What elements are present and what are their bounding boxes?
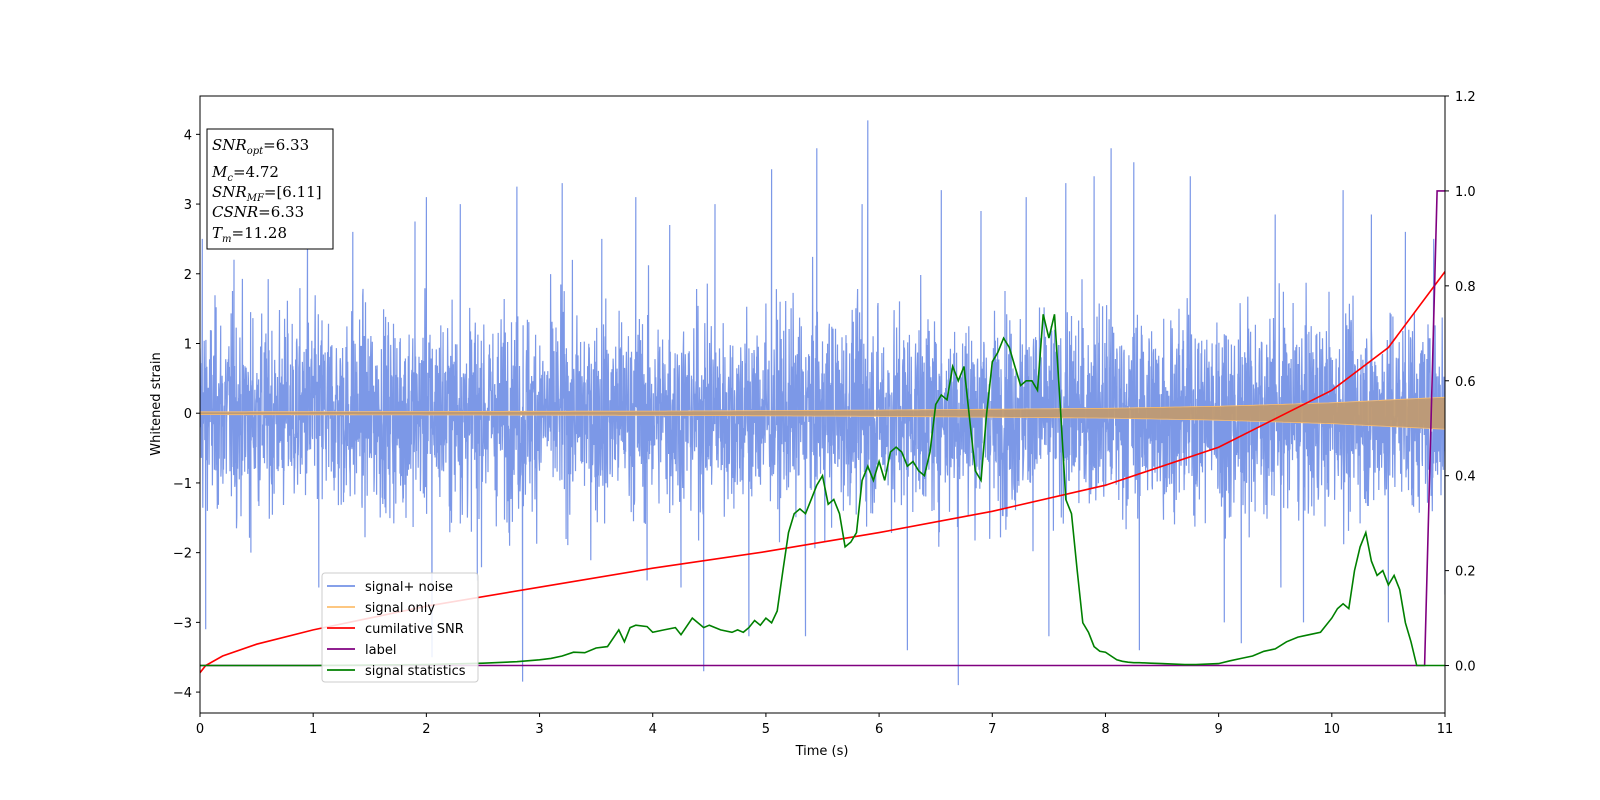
info-mc: Mc=4.72	[211, 163, 279, 184]
y-tick-label: 2	[184, 268, 192, 283]
y-right-tick-label: 0.0	[1455, 660, 1476, 675]
info-mc-main: M	[211, 163, 228, 181]
info-snr-opt-value: =6.33	[263, 136, 309, 154]
series-label-line	[200, 190, 1445, 667]
info-snr-mf-main: SNR	[212, 183, 247, 201]
info-csnr: CSNR=6.33	[212, 203, 304, 221]
y-right-tick-label: 1.0	[1455, 185, 1476, 200]
x-tick-label: 9	[1214, 722, 1222, 737]
info-tm-main: T	[212, 224, 223, 242]
series-signal-statistics-line	[200, 314, 1445, 667]
y-tick-label: −3	[173, 616, 192, 631]
info-snr-opt-main: SNR	[212, 136, 247, 154]
x-tick-label: 3	[535, 722, 543, 737]
series-cumilative-snr-line	[200, 271, 1445, 674]
legend-signal-noise-label: signal+ noise	[365, 580, 453, 595]
y-tick-label: 4	[184, 128, 192, 143]
x-tick-label: 7	[988, 722, 996, 737]
info-snr-opt: SNRopt=6.33	[212, 136, 309, 157]
y-tick-label: −1	[173, 477, 192, 492]
y-tick-label: 0	[184, 407, 192, 422]
info-tm-sub: m	[222, 234, 231, 245]
x-tick-label: 5	[762, 722, 770, 737]
x-tick-label: 11	[1437, 722, 1454, 737]
legend: signal+ noise signal only cumilative SNR la…	[321, 572, 479, 683]
x-tick-label: 6	[875, 722, 883, 737]
info-csnr-main: CSNR	[212, 203, 258, 221]
legend-frame	[321, 572, 479, 683]
legend-signal-only-label: signal only	[365, 601, 435, 616]
y-right-tick-label: 0.4	[1455, 470, 1476, 485]
axis-ticks: 0 1 2 3 4 5 6 7 8 9 10 1143210−1−2−3−41.21.00.80.60…	[173, 90, 1476, 737]
x-tick-label: 4	[649, 722, 657, 737]
x-axis-label: Time (s)	[795, 744, 849, 759]
info-snr-opt-sub: opt	[247, 146, 264, 157]
info-snr-mf-value: =[6.11]	[264, 183, 322, 201]
legend-cumilative-snr-label: cumilative SNR	[365, 622, 464, 637]
y-tick-label: 3	[184, 198, 192, 213]
legend-signal-statistics-label: signal statistics	[365, 664, 466, 679]
y-right-tick-label: 0.8	[1455, 280, 1476, 295]
y-tick-label: 1	[184, 337, 192, 352]
info-tm-value: =11.28	[232, 224, 288, 242]
y-tick-label: −4	[173, 686, 192, 701]
info-csnr-value: =6.33	[258, 203, 304, 221]
y-right-tick-label: 0.6	[1455, 375, 1476, 390]
info-box: SNRopt=6.33 Mc=4.72 SNRMF=[6.11] CSNR=6.…	[206, 128, 334, 250]
x-tick-label: 1	[309, 722, 317, 737]
x-tick-label: 0	[196, 722, 204, 737]
info-tm: Tm=11.28	[212, 224, 287, 245]
info-mc-value: =4.72	[233, 163, 279, 181]
info-snr-mf: SNRMF=[6.11]	[212, 183, 322, 204]
info-mc-sub: c	[227, 173, 233, 184]
series-signal-noise-line	[200, 120, 1445, 686]
axes-frame	[199, 95, 1446, 714]
legend-label-label: label	[365, 643, 396, 658]
plot-area	[200, 120, 1445, 686]
y-tick-label: −2	[173, 547, 192, 562]
info-snr-mf-sub: MF	[246, 193, 265, 204]
y-right-tick-label: 0.2	[1455, 565, 1476, 580]
plot-series	[200, 120, 1445, 686]
y-right-tick-label: 1.2	[1455, 90, 1476, 105]
x-tick-label: 8	[1101, 722, 1109, 737]
x-tick-label: 10	[1324, 722, 1341, 737]
y-axis-label: Whitened strain	[149, 352, 164, 455]
series-signal-only-band	[200, 396, 1445, 430]
info-box-frame	[206, 128, 334, 250]
x-tick-label: 2	[422, 722, 430, 737]
legend-items: signal+ noise signal only cumilative SNR la…	[327, 580, 466, 679]
